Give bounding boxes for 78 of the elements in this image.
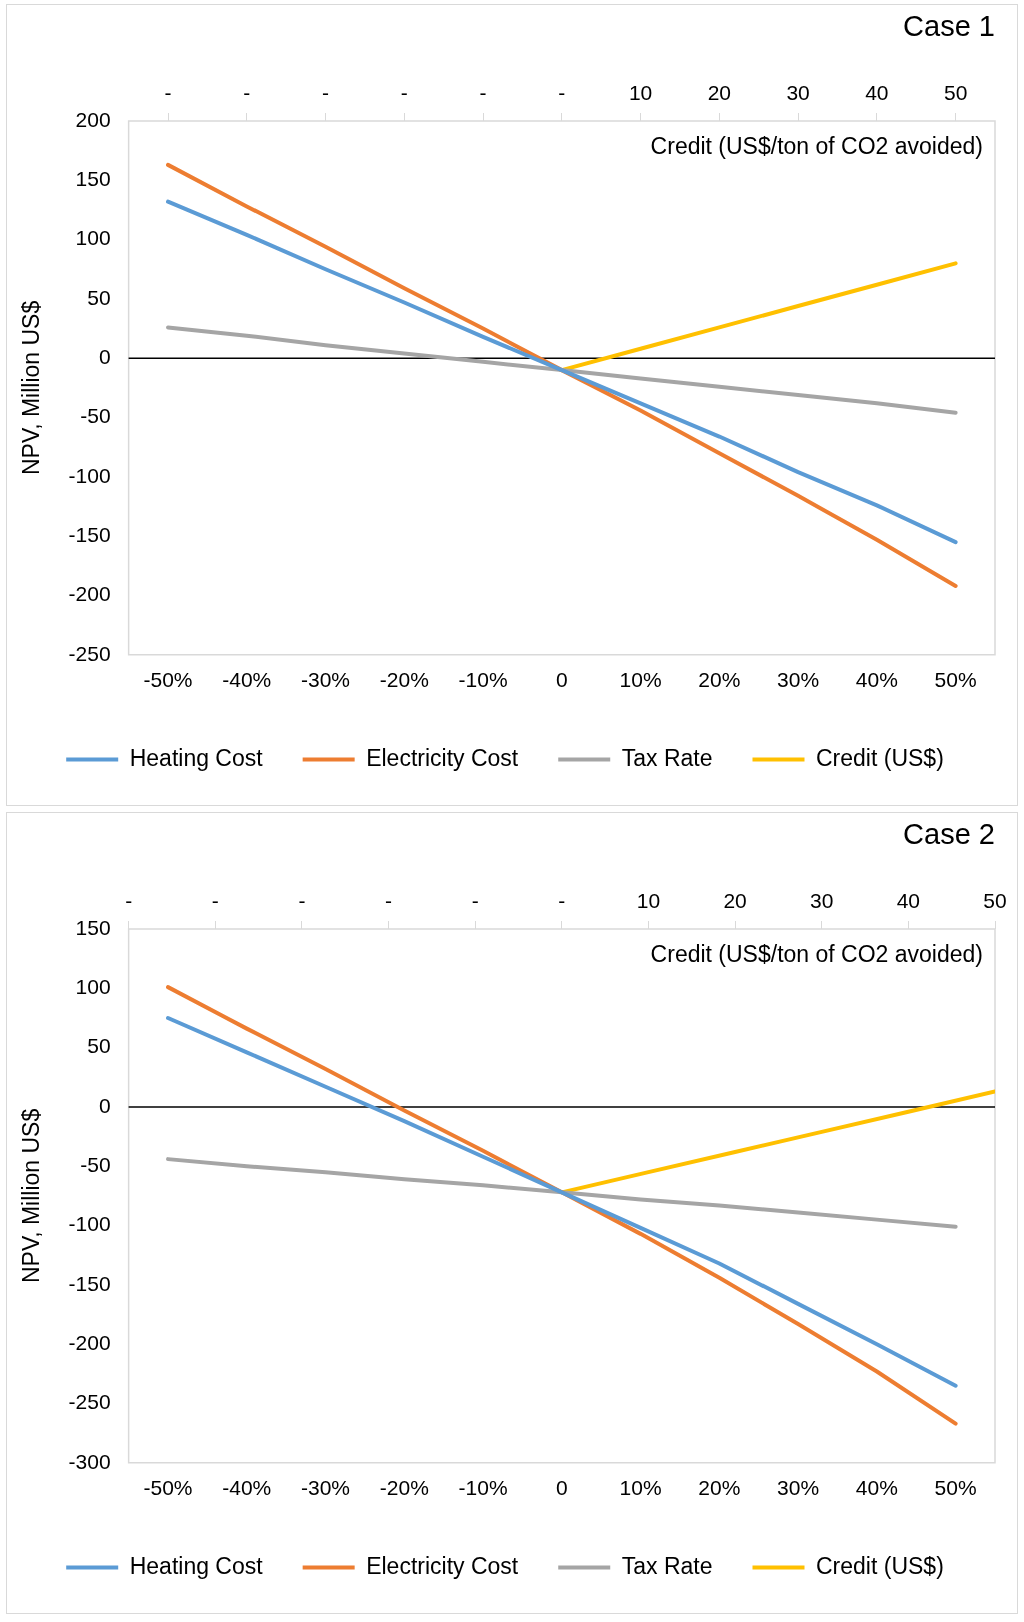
x-tick-label: -20% bbox=[379, 668, 429, 692]
x-tick-label: 50% bbox=[934, 668, 977, 692]
legend-label: Credit (US$) bbox=[816, 744, 944, 771]
x2-tick-label: 40 bbox=[896, 889, 921, 913]
legend-label: Tax Rate bbox=[621, 744, 713, 771]
chart-title: Case 2 bbox=[903, 818, 995, 851]
x-tick-label: 40% bbox=[855, 668, 898, 692]
y-axis-title: NPV, Million US$ bbox=[18, 1108, 45, 1284]
x2-tick-label: - bbox=[471, 889, 479, 913]
x-tick-label: 20% bbox=[698, 668, 741, 692]
x-tick-label: -40% bbox=[222, 1476, 272, 1500]
chart-title: Case 1 bbox=[903, 10, 995, 43]
x2-tick-label: 20 bbox=[723, 889, 747, 913]
x2-tick-label: - bbox=[400, 81, 408, 105]
x2-tick-label: - bbox=[164, 81, 172, 105]
x-tick-label: 30% bbox=[777, 668, 820, 692]
x-tick-label: 0 bbox=[555, 668, 568, 692]
x2-axis-title: Credit (US$/ton of CO2 avoided) bbox=[650, 941, 983, 968]
y-tick-label: 150 bbox=[75, 167, 111, 191]
y-tick-label: 50 bbox=[87, 285, 111, 309]
x-tick-label: -30% bbox=[301, 668, 351, 692]
x-tick-label: 10% bbox=[619, 1476, 662, 1500]
x2-axis-title: Credit (US$/ton of CO2 avoided) bbox=[650, 133, 983, 160]
x-tick-label: 30% bbox=[777, 1476, 820, 1500]
x-tick-label: 10% bbox=[619, 668, 662, 692]
x-tick-label: -20% bbox=[379, 1476, 429, 1500]
x2-tick-label: - bbox=[322, 81, 330, 105]
y-tick-label: -200 bbox=[68, 582, 111, 606]
y-tick-label: -150 bbox=[68, 522, 111, 546]
x-tick-label: -30% bbox=[301, 1476, 351, 1500]
y-tick-label: -100 bbox=[68, 1212, 111, 1236]
x2-tick-label: - bbox=[558, 81, 566, 105]
x2-tick-label: 10 bbox=[628, 81, 653, 105]
legend-label: Heating Cost bbox=[129, 744, 264, 771]
x-tick-label: -10% bbox=[458, 1476, 508, 1500]
x-tick-label: 40% bbox=[855, 1476, 898, 1500]
y-tick-label: -50 bbox=[80, 404, 111, 428]
x2-tick-label: 30 bbox=[810, 889, 834, 913]
x2-tick-label: 50 bbox=[943, 81, 968, 105]
x2-tick-label: 20 bbox=[707, 81, 732, 105]
x-tick-label: -40% bbox=[222, 668, 272, 692]
y-tick-label: -50 bbox=[80, 1153, 111, 1177]
y-tick-label: -250 bbox=[68, 641, 111, 665]
x2-tick-label: - bbox=[479, 81, 487, 105]
x2-tick-label: - bbox=[243, 81, 251, 105]
y-tick-label: -100 bbox=[68, 463, 111, 487]
x-tick-label: -50% bbox=[143, 1476, 193, 1500]
x-tick-label: 0 bbox=[555, 1476, 568, 1500]
y-tick-label: -150 bbox=[68, 1271, 111, 1295]
legend-label: Heating Cost bbox=[129, 1552, 264, 1579]
x2-tick-label: 50 bbox=[983, 889, 1007, 913]
x-tick-label: 50% bbox=[934, 1476, 977, 1500]
x2-tick-label: - bbox=[298, 889, 306, 913]
y-axis-title: NPV, Million US$ bbox=[18, 300, 45, 476]
y-tick-label: -300 bbox=[68, 1449, 111, 1473]
x2-tick-label: - bbox=[211, 889, 219, 913]
legend-label: Electricity Cost bbox=[366, 744, 519, 771]
y-tick-label: -250 bbox=[68, 1390, 111, 1414]
x2-tick-label: - bbox=[125, 889, 133, 913]
y-tick-label: 100 bbox=[75, 226, 111, 250]
y-tick-label: -200 bbox=[68, 1330, 111, 1354]
x-tick-label: -10% bbox=[458, 668, 508, 692]
y-tick-label: 100 bbox=[75, 975, 111, 999]
y-tick-label: 0 bbox=[98, 345, 111, 369]
legend-label: Electricity Cost bbox=[366, 1552, 519, 1579]
x2-tick-label: 30 bbox=[786, 81, 810, 105]
y-tick-label: 200 bbox=[75, 107, 111, 131]
legend-label: Credit (US$) bbox=[816, 1552, 944, 1579]
x2-tick-label: - bbox=[385, 889, 393, 913]
x2-tick-label: 10 bbox=[636, 889, 661, 913]
legend-label: Tax Rate bbox=[621, 1552, 713, 1579]
x-tick-label: 20% bbox=[698, 1476, 741, 1500]
x2-tick-label: 40 bbox=[865, 81, 889, 105]
x-tick-label: -50% bbox=[143, 668, 193, 692]
y-tick-label: 0 bbox=[98, 1093, 111, 1117]
y-tick-label: 150 bbox=[75, 915, 111, 939]
y-tick-label: 50 bbox=[87, 1034, 111, 1058]
x2-tick-label: - bbox=[558, 889, 566, 913]
